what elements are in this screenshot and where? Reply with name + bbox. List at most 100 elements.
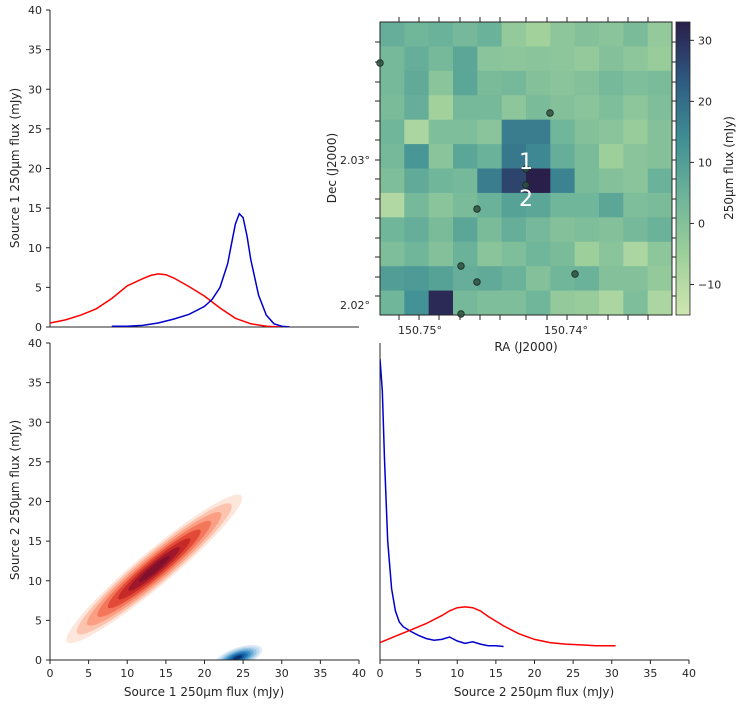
bl-ytick-label: 35 [28, 377, 42, 390]
map-pixel [574, 192, 600, 218]
map-pixel [526, 95, 551, 121]
map-pixel [599, 46, 624, 72]
map-pixel [599, 217, 624, 243]
map-pixel [501, 70, 527, 96]
map-pixel [404, 241, 430, 267]
map-pixel [647, 119, 673, 145]
map-pixel [453, 266, 478, 291]
colorbar-tick-label: 20 [698, 95, 712, 108]
map-pixel [404, 168, 430, 194]
map-pixel [574, 22, 600, 47]
map-pixel [599, 144, 624, 169]
map-pixel [623, 70, 649, 96]
source-1-label: 1 [519, 150, 533, 175]
map-pixel [477, 266, 503, 291]
map-pixel [574, 46, 600, 72]
map-pixel [380, 22, 405, 47]
map-pixel [574, 119, 600, 145]
map-pixel [550, 241, 576, 267]
map-pixel [623, 22, 649, 47]
map-pixel [453, 22, 478, 47]
map-xtick-label: 150.74° [544, 324, 588, 337]
map-pixel [501, 192, 527, 218]
map-pixel [501, 290, 527, 316]
bl-ytick-label: 0 [35, 654, 42, 667]
source-2-label: 2 [519, 187, 533, 212]
map-pixel [404, 95, 430, 121]
source1-marginal-panel: 0 5 10 15 20 25 30 35 40 [28, 4, 359, 334]
br-xtick-label: 35 [643, 667, 657, 680]
map-pixel [380, 119, 405, 145]
tr-xlabel: RA (J2000) [494, 340, 557, 354]
tl-ytick-label: 0 [35, 321, 42, 334]
catalogue-source-dot [457, 262, 465, 270]
map-pixel [550, 46, 576, 72]
bl-ylabel: Source 2 250µm flux (mJy) [8, 420, 22, 580]
source2-marginal-panel: 0 5 10 15 20 25 30 35 40 [377, 343, 696, 680]
tr-ylabel: Dec (J2000) [325, 133, 339, 203]
map-pixel [453, 192, 478, 218]
map-pixel [623, 144, 649, 169]
bl-ytick-label: 20 [28, 496, 42, 509]
map-pixel [526, 192, 551, 218]
map-pixel [477, 22, 503, 47]
br-xtick-label: 0 [377, 667, 384, 680]
flux-map-panel: 150.75° 150.74° 2.03° 2.02° 1 2 −10 0 10 20 30 [340, 17, 721, 337]
map-pixel [428, 46, 454, 72]
map-pixel [599, 22, 624, 47]
bl-ytick-label: 25 [28, 456, 42, 469]
map-pixel [501, 46, 527, 72]
map-pixel [428, 119, 454, 145]
catalogue-source-dot [473, 278, 481, 286]
br-xtick-label: 20 [528, 667, 542, 680]
map-pixel [404, 266, 430, 291]
map-pixel [453, 46, 478, 72]
map-pixel [599, 70, 624, 96]
colorbar [675, 21, 691, 316]
colorbar-tick-label: 30 [698, 34, 712, 47]
map-pixel [623, 46, 649, 72]
map-pixel [404, 144, 430, 169]
map-pixel [477, 70, 503, 96]
map-pixel [453, 217, 478, 243]
map-pixel [550, 95, 576, 121]
colorbar-tick-label: −10 [698, 278, 721, 291]
map-pixel [623, 217, 649, 243]
map-pixel [380, 95, 405, 121]
blue-contour-level [233, 655, 243, 660]
catalogue-source-dot [522, 165, 530, 173]
map-pixel [647, 70, 673, 96]
map-pixel [526, 290, 551, 316]
bl-ytick-label: 15 [28, 535, 42, 548]
bl-ytick-label: 40 [28, 337, 42, 350]
map-pixel [477, 95, 503, 121]
map-pixel [428, 192, 454, 218]
map-pixel [380, 217, 405, 243]
map-pixel [647, 144, 673, 169]
br-xtick-label: 10 [450, 667, 464, 680]
br-xtick-label: 15 [489, 667, 503, 680]
map-pixel [550, 119, 576, 145]
tl-ytick-label: 5 [35, 281, 42, 294]
tl-ytick-label: 30 [28, 83, 42, 96]
map-pixel [380, 241, 405, 267]
map-pixel [428, 95, 454, 121]
map-pixel [599, 119, 624, 145]
map-pixel [501, 266, 527, 291]
map-pixel [550, 217, 576, 243]
map-pixel [477, 192, 503, 218]
catalogue-source-dot [376, 59, 384, 67]
bl-xtick-label: 5 [85, 667, 92, 680]
map-pixel [526, 266, 551, 291]
br-xtick-label: 5 [415, 667, 422, 680]
map-pixel [501, 22, 527, 47]
joint-posterior-panel: 00 5 5 10 10 15 15 20 20 25 25 30 30 35 35 40 40 [28, 337, 366, 680]
br-xtick-label: 40 [682, 667, 696, 680]
map-pixel [550, 290, 576, 316]
map-pixel [477, 168, 503, 194]
map-pixel [404, 70, 430, 96]
map-pixel [599, 266, 624, 291]
map-pixel [623, 119, 649, 145]
map-pixel [623, 192, 649, 218]
